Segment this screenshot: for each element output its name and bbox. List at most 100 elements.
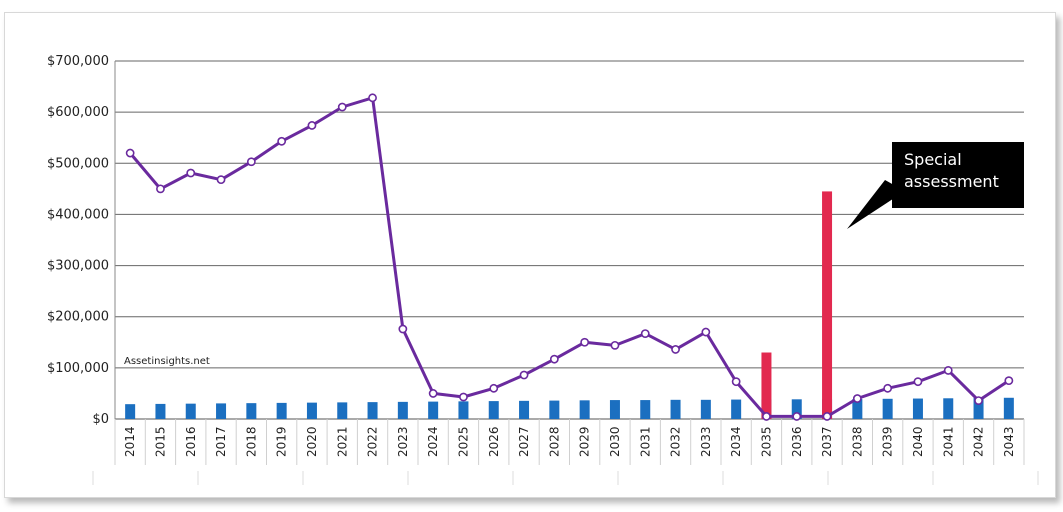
x-tick-label: 2031 bbox=[638, 426, 652, 457]
balance-point bbox=[883, 383, 893, 393]
y-tick-label: $0 bbox=[92, 412, 109, 427]
x-tick-label: 2017 bbox=[214, 426, 228, 457]
contribution-bar bbox=[912, 398, 923, 419]
contribution-bar bbox=[155, 403, 166, 419]
y-tick-label: $500,000 bbox=[47, 156, 109, 171]
x-tick-label: 2016 bbox=[184, 426, 198, 457]
special-assessment-callout: Special assessment bbox=[847, 142, 1024, 229]
x-tick-label: 2022 bbox=[366, 426, 380, 457]
contribution-bar bbox=[306, 402, 317, 419]
x-tick-label: 2028 bbox=[547, 426, 561, 457]
y-tick-label: $200,000 bbox=[47, 310, 109, 325]
balance-polyline bbox=[129, 96, 1010, 418]
x-tick-label: 2024 bbox=[426, 426, 440, 457]
x-tick-label: 2029 bbox=[578, 426, 592, 457]
reserve-fund-chart: $0 $100,000 $200,000 $300,000 $400,000 $500,0… bbox=[47, 54, 1039, 485]
x-tick-label: 2039 bbox=[881, 426, 895, 457]
balance-point bbox=[549, 354, 559, 364]
chart-frame: $0 $100,000 $200,000 $300,000 $400,000 $500,0… bbox=[4, 12, 1056, 498]
balance-point bbox=[337, 102, 347, 112]
x-tick-label: 2015 bbox=[153, 426, 167, 457]
special-assessment-bar bbox=[761, 352, 772, 419]
contribution-bar bbox=[337, 402, 348, 419]
x-tick-label: 2014 bbox=[123, 426, 137, 457]
balance-line bbox=[125, 93, 1014, 421]
contribution-bar bbox=[700, 399, 711, 419]
y-tick-label: $400,000 bbox=[47, 207, 109, 222]
balance-point bbox=[792, 412, 802, 421]
callout-line-2: assessment bbox=[904, 172, 999, 191]
y-tick-label: $600,000 bbox=[47, 105, 109, 120]
contribution-bar bbox=[731, 399, 742, 419]
balance-point bbox=[640, 329, 650, 338]
contribution-bar bbox=[791, 399, 802, 419]
balance-point bbox=[762, 412, 771, 421]
x-tick-label: 2034 bbox=[729, 426, 743, 457]
balance-point bbox=[459, 392, 468, 402]
x-tick-label: 2043 bbox=[1002, 426, 1016, 457]
x-tick-label: 2023 bbox=[396, 426, 410, 457]
contribution-bar bbox=[397, 401, 408, 419]
contribution-bar bbox=[367, 402, 378, 419]
contribution-bar bbox=[125, 404, 136, 419]
contribution-bar bbox=[852, 399, 863, 419]
contribution-bar bbox=[428, 401, 439, 419]
x-tick-label: 2038 bbox=[850, 426, 864, 457]
contribution-bar bbox=[185, 403, 196, 419]
balance-point bbox=[186, 168, 196, 178]
x-tick-label: 2030 bbox=[608, 426, 622, 457]
bars bbox=[125, 191, 1014, 419]
balance-point bbox=[398, 324, 408, 334]
x-tick-label: 2037 bbox=[820, 426, 834, 457]
x-tick-label: 2035 bbox=[759, 426, 773, 457]
contribution-bar bbox=[216, 403, 227, 419]
x-tick-label: 2040 bbox=[911, 426, 925, 457]
x-tick-label: 2019 bbox=[275, 426, 289, 457]
contribution-bar bbox=[1003, 397, 1014, 419]
x-tick-label: 2025 bbox=[456, 426, 470, 457]
balance-point bbox=[852, 394, 862, 403]
contribution-bar bbox=[943, 398, 954, 419]
balance-point bbox=[1004, 376, 1014, 386]
contribution-bar bbox=[640, 400, 651, 419]
x-tick-label: 2036 bbox=[790, 426, 804, 457]
x-tick-label: 2027 bbox=[517, 426, 531, 457]
callout-pointer bbox=[847, 180, 905, 229]
contribution-bar bbox=[519, 400, 530, 419]
balance-point bbox=[368, 93, 377, 103]
y-tick-label: $700,000 bbox=[47, 54, 109, 69]
contribution-bar bbox=[488, 401, 499, 419]
x-tick-label: 2018 bbox=[244, 426, 258, 457]
balance-point bbox=[489, 383, 499, 393]
y-tick-label: $100,000 bbox=[47, 361, 109, 376]
balance-point bbox=[671, 345, 680, 354]
contribution-bar bbox=[882, 398, 893, 419]
x-tick-label: 2020 bbox=[305, 426, 319, 457]
contribution-bar bbox=[670, 399, 681, 419]
contribution-bar bbox=[579, 400, 590, 419]
y-axis-ticks: $0 $100,000 $200,000 $300,000 $400,000 $500,0… bbox=[47, 54, 109, 427]
contribution-bar bbox=[246, 403, 257, 419]
contribution-bar bbox=[973, 398, 984, 419]
balance-point bbox=[277, 136, 287, 146]
callout-box bbox=[892, 142, 1024, 208]
balance-point bbox=[913, 377, 923, 387]
x-tick-label: 2042 bbox=[972, 426, 986, 457]
balance-point bbox=[580, 337, 590, 347]
contribution-bar bbox=[276, 402, 287, 419]
contribution-bar bbox=[458, 401, 469, 419]
balance-point bbox=[246, 157, 256, 167]
x-tick-label: 2033 bbox=[699, 426, 713, 457]
balance-point bbox=[519, 370, 529, 380]
grid bbox=[92, 60, 1039, 485]
special-assessment-bar bbox=[822, 191, 833, 419]
y-tick-label: $300,000 bbox=[47, 259, 109, 274]
contribution-bar bbox=[549, 400, 560, 419]
balance-point bbox=[731, 377, 741, 387]
watermark: Assetinsights.net bbox=[124, 356, 210, 367]
balance-point bbox=[307, 121, 317, 130]
x-axis-ticks: 2014 2015 2016 2017 2018 2019 2020 2021 2022 2023… bbox=[123, 426, 1016, 457]
balance-point bbox=[125, 148, 135, 158]
x-tick-label: 2021 bbox=[335, 426, 349, 457]
callout-line-1: Special bbox=[904, 150, 962, 169]
